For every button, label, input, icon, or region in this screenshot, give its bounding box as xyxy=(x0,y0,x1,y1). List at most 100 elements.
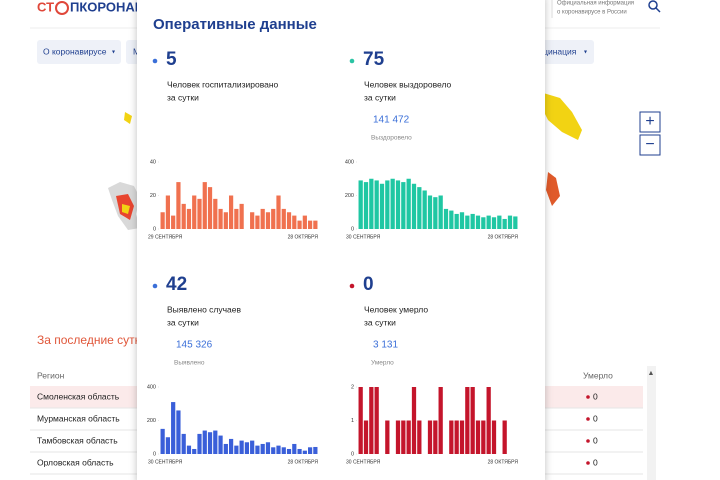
bar xyxy=(255,215,260,229)
bar xyxy=(313,220,318,229)
bar xyxy=(475,420,481,454)
indicator-dot xyxy=(152,283,158,289)
card-label: Человек выздоровело xyxy=(364,79,452,89)
total-label: Выздоровело xyxy=(371,135,412,142)
bar xyxy=(358,387,363,454)
bar xyxy=(192,195,197,229)
mini-chart: 0 20 40 29 СЕНТЯБРЯ 28 ОКТЯБРЯ xyxy=(148,159,318,240)
bar xyxy=(438,195,443,229)
bar xyxy=(459,420,465,454)
y-tick-label: 400 xyxy=(147,384,156,390)
bar xyxy=(160,212,165,229)
bar xyxy=(202,182,207,229)
bar xyxy=(265,212,271,229)
bar xyxy=(202,430,207,454)
bar xyxy=(486,215,491,229)
nav-label[interactable]: Вакцинация xyxy=(529,46,577,56)
big-number: 5 xyxy=(166,49,177,70)
modal-title: Оперативные данные xyxy=(153,16,317,33)
bar xyxy=(486,387,491,454)
logo-left: СТ xyxy=(37,0,54,14)
bar xyxy=(234,208,239,229)
bar xyxy=(513,216,518,229)
nav-label[interactable]: О коронавирусе xyxy=(43,46,107,56)
bar xyxy=(302,450,307,454)
zoom-in[interactable] xyxy=(639,111,661,133)
bar xyxy=(197,198,202,229)
x-tick-label: 28 ОКТЯБРЯ xyxy=(288,459,319,465)
big-number: 42 xyxy=(166,274,187,295)
bar xyxy=(265,442,271,454)
bar xyxy=(363,182,369,229)
card-label: за сутки xyxy=(167,92,199,102)
bar xyxy=(497,215,502,229)
bar xyxy=(395,420,401,454)
region-name: Тамбовская область xyxy=(37,435,118,445)
deaths-cell: 0 xyxy=(593,435,598,445)
bar xyxy=(286,448,292,454)
bar xyxy=(160,428,165,454)
bar xyxy=(454,213,459,229)
y-tick-label: 0 xyxy=(153,226,156,232)
nav-label[interactable]: М xyxy=(133,46,140,56)
bar xyxy=(406,178,411,229)
bar xyxy=(369,178,374,229)
modal: Оперативные данные 5 Человек госпитализир… xyxy=(137,0,545,480)
bar xyxy=(491,217,497,229)
total-label: Выявлено xyxy=(174,360,205,367)
status-dot xyxy=(586,395,590,399)
bar xyxy=(465,387,470,454)
bar xyxy=(239,203,244,229)
scrollbar[interactable] xyxy=(647,366,656,480)
bar xyxy=(481,420,486,454)
x-tick-label: 30 СЕНТЯБРЯ xyxy=(346,459,381,465)
region-name: Смоленская область xyxy=(37,391,120,401)
logo-icon xyxy=(55,1,69,15)
bar xyxy=(507,215,513,229)
bar xyxy=(502,218,507,229)
bar xyxy=(244,442,250,454)
mini-chart: 0 1 2 30 СЕНТЯБРЯ 28 ОКТЯБРЯ xyxy=(346,384,518,465)
y-tick-label: 1 xyxy=(351,418,354,424)
total-label: Умерло xyxy=(371,360,394,367)
bar xyxy=(228,195,234,229)
bar xyxy=(281,208,286,229)
big-number: 75 xyxy=(363,49,385,70)
mini-chart: 0 200 400 30 СЕНТЯБРЯ 28 ОКТЯБРЯ xyxy=(345,159,519,240)
bar xyxy=(307,447,313,454)
scroll-up[interactable]: ▲ xyxy=(648,370,655,377)
bar xyxy=(459,212,465,229)
map-region xyxy=(546,172,560,206)
bar xyxy=(297,448,302,454)
card-label: за сутки xyxy=(364,92,396,102)
bar xyxy=(213,198,218,229)
card-label: за сутки xyxy=(167,317,199,327)
bar xyxy=(218,208,223,229)
bar xyxy=(186,208,192,229)
bar xyxy=(406,420,411,454)
zoom-out[interactable] xyxy=(639,134,661,156)
bar xyxy=(481,217,486,229)
x-tick-label: 30 СЕНТЯБРЯ xyxy=(346,234,381,240)
nav-pill[interactable] xyxy=(37,40,121,64)
y-tick-label: 0 xyxy=(351,226,354,232)
bar xyxy=(228,438,234,454)
status-dot xyxy=(586,439,590,443)
bar xyxy=(385,420,390,454)
total-number: 145 326 xyxy=(176,340,213,351)
table-header: Регион xyxy=(37,370,65,380)
modal-panel xyxy=(137,0,545,480)
indicator-dot xyxy=(349,283,355,289)
bar xyxy=(292,443,297,454)
x-tick-label: 28 ОКТЯБРЯ xyxy=(288,234,319,240)
bar xyxy=(281,447,286,454)
x-tick-label: 30 СЕНТЯБРЯ xyxy=(148,459,183,465)
bar xyxy=(491,420,497,454)
x-tick-label: 28 ОКТЯБРЯ xyxy=(488,459,519,465)
search-icon xyxy=(655,7,661,13)
bar xyxy=(292,215,297,229)
search-icon[interactable] xyxy=(648,0,658,10)
total-number: 3 131 xyxy=(373,340,398,351)
indicator-dot xyxy=(349,58,355,64)
map: + − xyxy=(108,92,661,230)
